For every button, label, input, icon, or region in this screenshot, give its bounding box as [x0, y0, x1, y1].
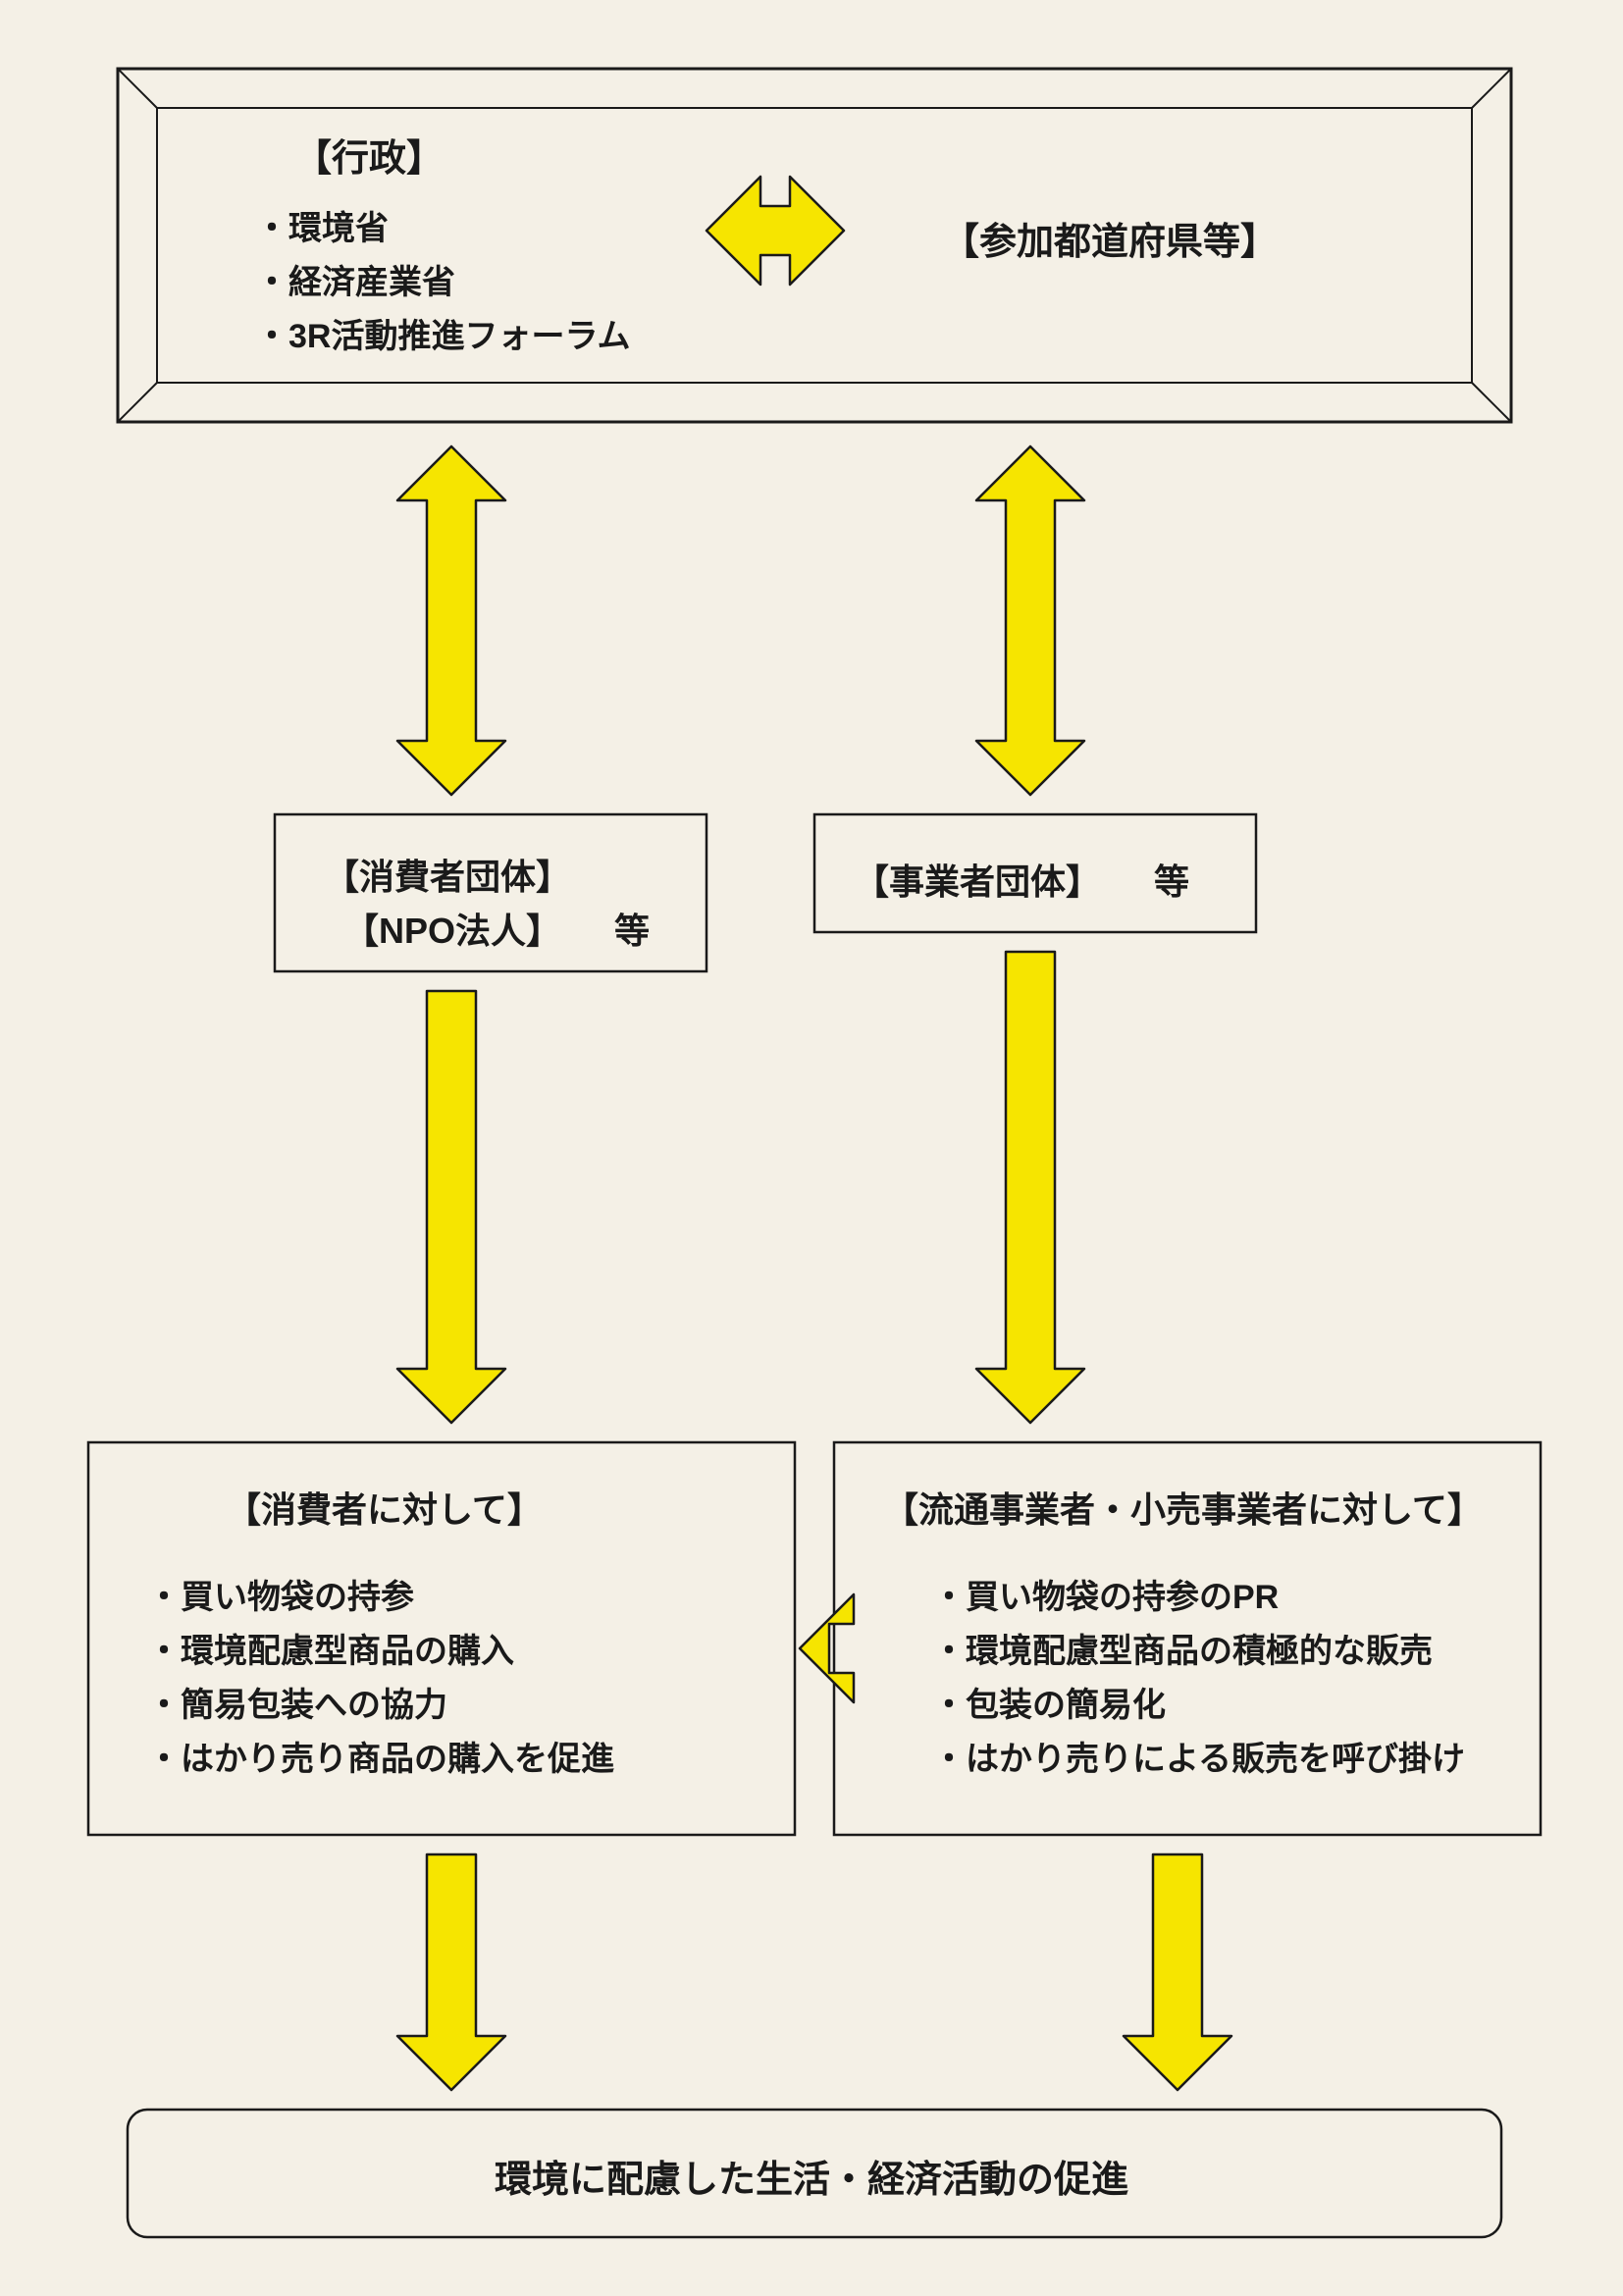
ll-item-2: ・簡易包装への協力 [147, 1678, 447, 1726]
mid-left-line2: 【NPO法人】 等 [343, 903, 650, 954]
mid-left-line1: 【消費者団体】 [324, 849, 571, 900]
lr-item-1: ・環境配慮型商品の積極的な販売 [932, 1624, 1433, 1672]
bottom-text: 環境に配慮した生活・経済活動の促進 [0, 2149, 1623, 2203]
lr-title: 【流通事業者・小売事業者に対して】 [883, 1482, 1483, 1533]
top-left-item-0: ・環境省 [255, 201, 389, 249]
ll-item-0: ・買い物袋の持参 [147, 1570, 414, 1618]
ll-title: 【消費者に対して】 [226, 1482, 543, 1533]
top-left-item-2: ・3R活動推進フォーラム [255, 309, 630, 357]
mid-right-text: 【事業者団体】 等 [854, 854, 1189, 905]
top-left-item-1: ・経済産業省 [255, 255, 455, 303]
top-left-title: 【行政】 [294, 128, 444, 182]
lr-item-0: ・買い物袋の持参のPR [932, 1570, 1279, 1618]
top-right-label: 【参加都道府県等】 [942, 211, 1278, 265]
lr-item-3: ・はかり売りによる販売を呼び掛け [932, 1732, 1465, 1780]
ll-item-3: ・はかり売り商品の購入を促進 [147, 1732, 614, 1780]
lr-item-2: ・包装の簡易化 [932, 1678, 1166, 1726]
ll-item-1: ・環境配慮型商品の購入 [147, 1624, 514, 1672]
